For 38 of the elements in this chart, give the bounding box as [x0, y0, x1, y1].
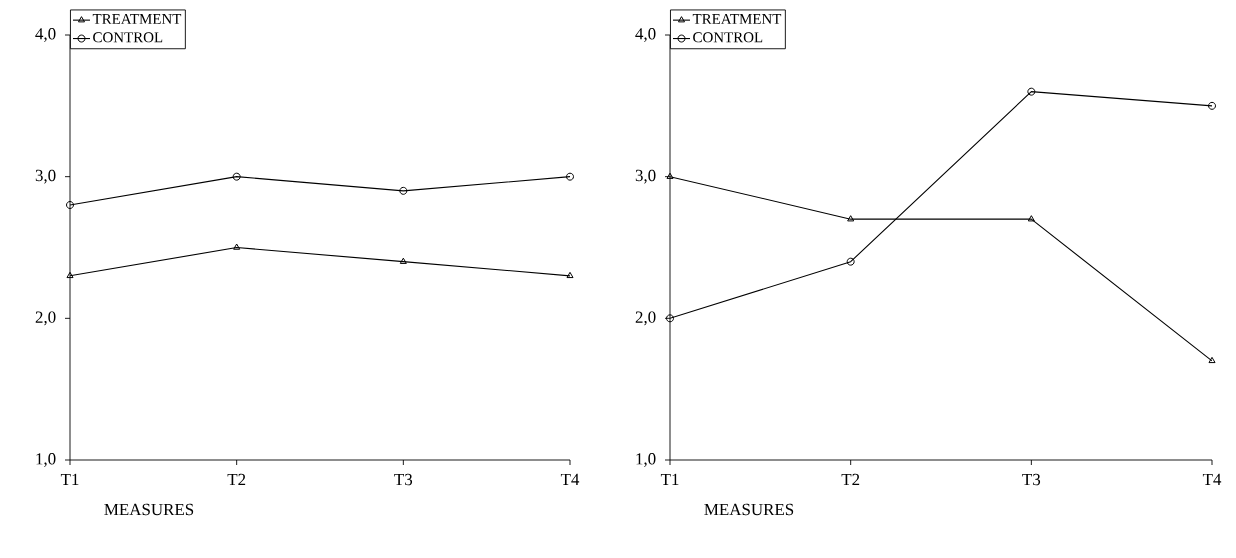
x-tick-label: T1: [60, 473, 79, 486]
point: [399, 257, 407, 264]
point: [232, 172, 241, 181]
x-axis-title: MEASURES: [104, 503, 194, 516]
legend-label: TREATMENT: [692, 13, 782, 24]
x-tick-label: T3: [394, 473, 413, 486]
point: [399, 186, 408, 195]
y-tick-label: 3,0: [35, 169, 56, 184]
legend-label: TREATMENT: [92, 13, 182, 24]
y-tick-label: 1,0: [636, 453, 656, 467]
y-tick-label: 1,0: [36, 453, 56, 467]
point: [1208, 101, 1216, 110]
x-tick-label: T4: [560, 473, 580, 485]
point: [666, 314, 674, 323]
y-tick-label: 2,0: [635, 311, 656, 326]
x-tick-label: T2: [841, 473, 860, 486]
point: [666, 172, 674, 179]
x-axis-title: MEASURES: [704, 503, 794, 516]
x-tick-label: T1: [660, 473, 679, 486]
legend-label: CONTROL: [693, 32, 763, 43]
point: [1027, 87, 1036, 96]
point: [566, 271, 574, 279]
point: [66, 271, 74, 279]
legend-label: CONTROL: [93, 32, 163, 43]
x-tick-label: T4: [1202, 473, 1222, 485]
point: [66, 201, 74, 209]
y-tick-label: 4,0: [635, 28, 656, 42]
y-tick-label: 2,0: [35, 311, 56, 326]
point: [846, 257, 855, 266]
y-tick-label: 4,0: [35, 28, 56, 42]
point: [566, 172, 574, 181]
point: [1208, 356, 1216, 364]
x-tick-label: T3: [1022, 473, 1041, 486]
x-tick-label: T2: [227, 473, 246, 486]
point: [233, 243, 241, 250]
y-tick-label: 3,0: [635, 169, 656, 184]
point: [847, 215, 855, 222]
point: [1027, 215, 1035, 222]
